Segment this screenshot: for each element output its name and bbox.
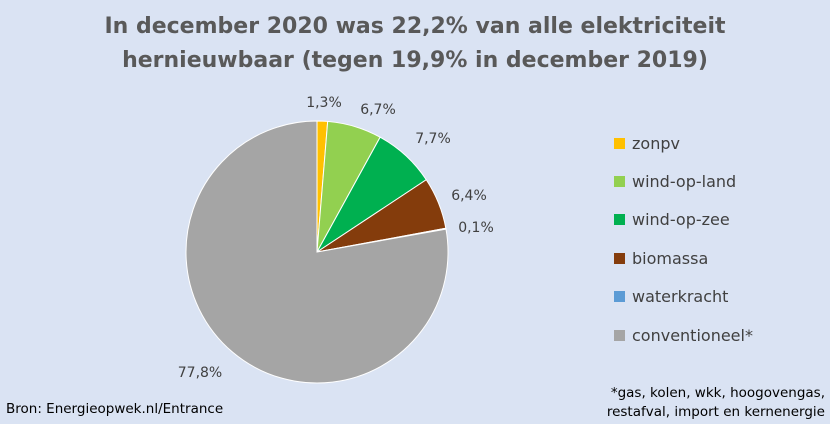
legend-item-wind-op-zee: wind-op-zee — [614, 201, 753, 239]
legend-swatch — [614, 137, 625, 149]
legend-item-waterkracht: waterkracht — [614, 278, 753, 316]
data-label-biomassa: 6,4% — [451, 188, 487, 204]
footnote-line-2: restafval, import en kernenergie — [606, 404, 825, 420]
legend-item-zonpv: zonpv — [614, 124, 753, 162]
legend-label: wind-op-land — [632, 172, 737, 192]
chart-title-line-2: hernieuwbaar (tegen 19,9% in december 20… — [122, 48, 708, 73]
pie-slice-conventioneel — [185, 120, 449, 384]
chart-title-line-1: In december 2020 was 22,2% van alle elek… — [104, 14, 726, 39]
legend-item-wind-op-land: wind-op-land — [614, 162, 753, 200]
legend-label: waterkracht — [632, 287, 729, 307]
data-label-wind-op-land: 6,7% — [360, 102, 396, 118]
data-label-wind-op-zee: 7,7% — [415, 131, 451, 147]
data-label-waterkracht: 0,1% — [458, 220, 494, 236]
legend-item-conventioneel: conventioneel* — [614, 316, 753, 354]
legend-item-biomassa: biomassa — [614, 239, 753, 277]
footnote-line-1: *gas, kolen, wkk, hoogovengas, — [610, 385, 825, 401]
source-note: Bron: Energieopwek.nl/Entrance — [6, 401, 224, 417]
legend-label: biomassa — [632, 248, 709, 268]
legend-swatch — [614, 176, 625, 188]
legend-swatch — [614, 214, 625, 226]
legend-label: wind-op-zee — [632, 210, 730, 230]
legend: zonpv wind-op-land wind-op-zee biomassa wate… — [614, 124, 753, 354]
legend-swatch — [614, 329, 625, 341]
legend-swatch — [614, 291, 625, 303]
data-label-conventioneel: 77,8% — [178, 365, 222, 381]
legend-swatch — [614, 252, 625, 264]
legend-label: zonpv — [632, 133, 680, 153]
legend-label: conventioneel* — [632, 325, 753, 345]
footnote: *gas, kolen, wkk, hoogovengas, restafval… — [607, 384, 825, 422]
data-label-zonpv: 1,3% — [306, 95, 342, 111]
